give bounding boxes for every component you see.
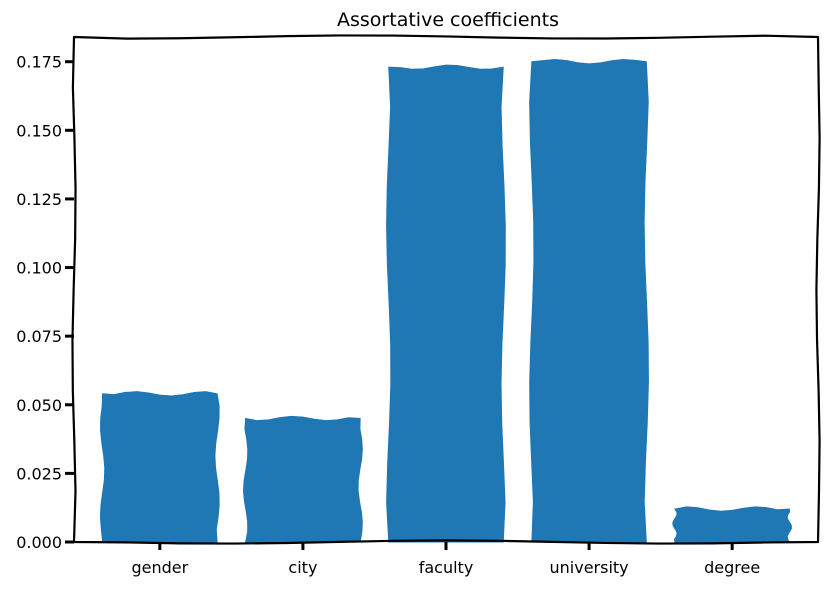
y-tick-label: 0.050 — [16, 396, 62, 415]
y-tick-label: 0.175 — [16, 53, 62, 72]
x-axis-ticks: gender city faculty university degree — [131, 542, 760, 577]
y-axis-ticks: 0.000 0.025 0.050 0.075 0.100 0.125 0.150 0.175 — [16, 53, 74, 552]
x-tick-label: gender — [131, 558, 188, 577]
y-tick-label: 0.000 — [16, 533, 62, 552]
y-tick-label: 0.075 — [16, 327, 62, 346]
x-tick-label: university — [550, 558, 629, 577]
axes-frame — [71, 34, 821, 545]
axes-layer — [71, 34, 821, 545]
y-tick-label: 0.150 — [16, 121, 62, 140]
y-tick-label: 0.125 — [16, 190, 62, 209]
bar-city — [242, 415, 363, 543]
y-tick-label: 0.100 — [16, 259, 62, 278]
bar-faculty — [386, 64, 506, 543]
x-tick-label: city — [288, 558, 317, 577]
bars-layer — [99, 58, 792, 543]
bar-degree — [672, 506, 792, 543]
bar-university — [529, 58, 649, 543]
y-tick-label: 0.025 — [16, 464, 62, 483]
x-tick-label: faculty — [419, 558, 474, 577]
x-tick-label: degree — [704, 558, 760, 577]
bar-gender — [99, 391, 220, 543]
chart-title: Assortative coefficients — [337, 9, 559, 31]
